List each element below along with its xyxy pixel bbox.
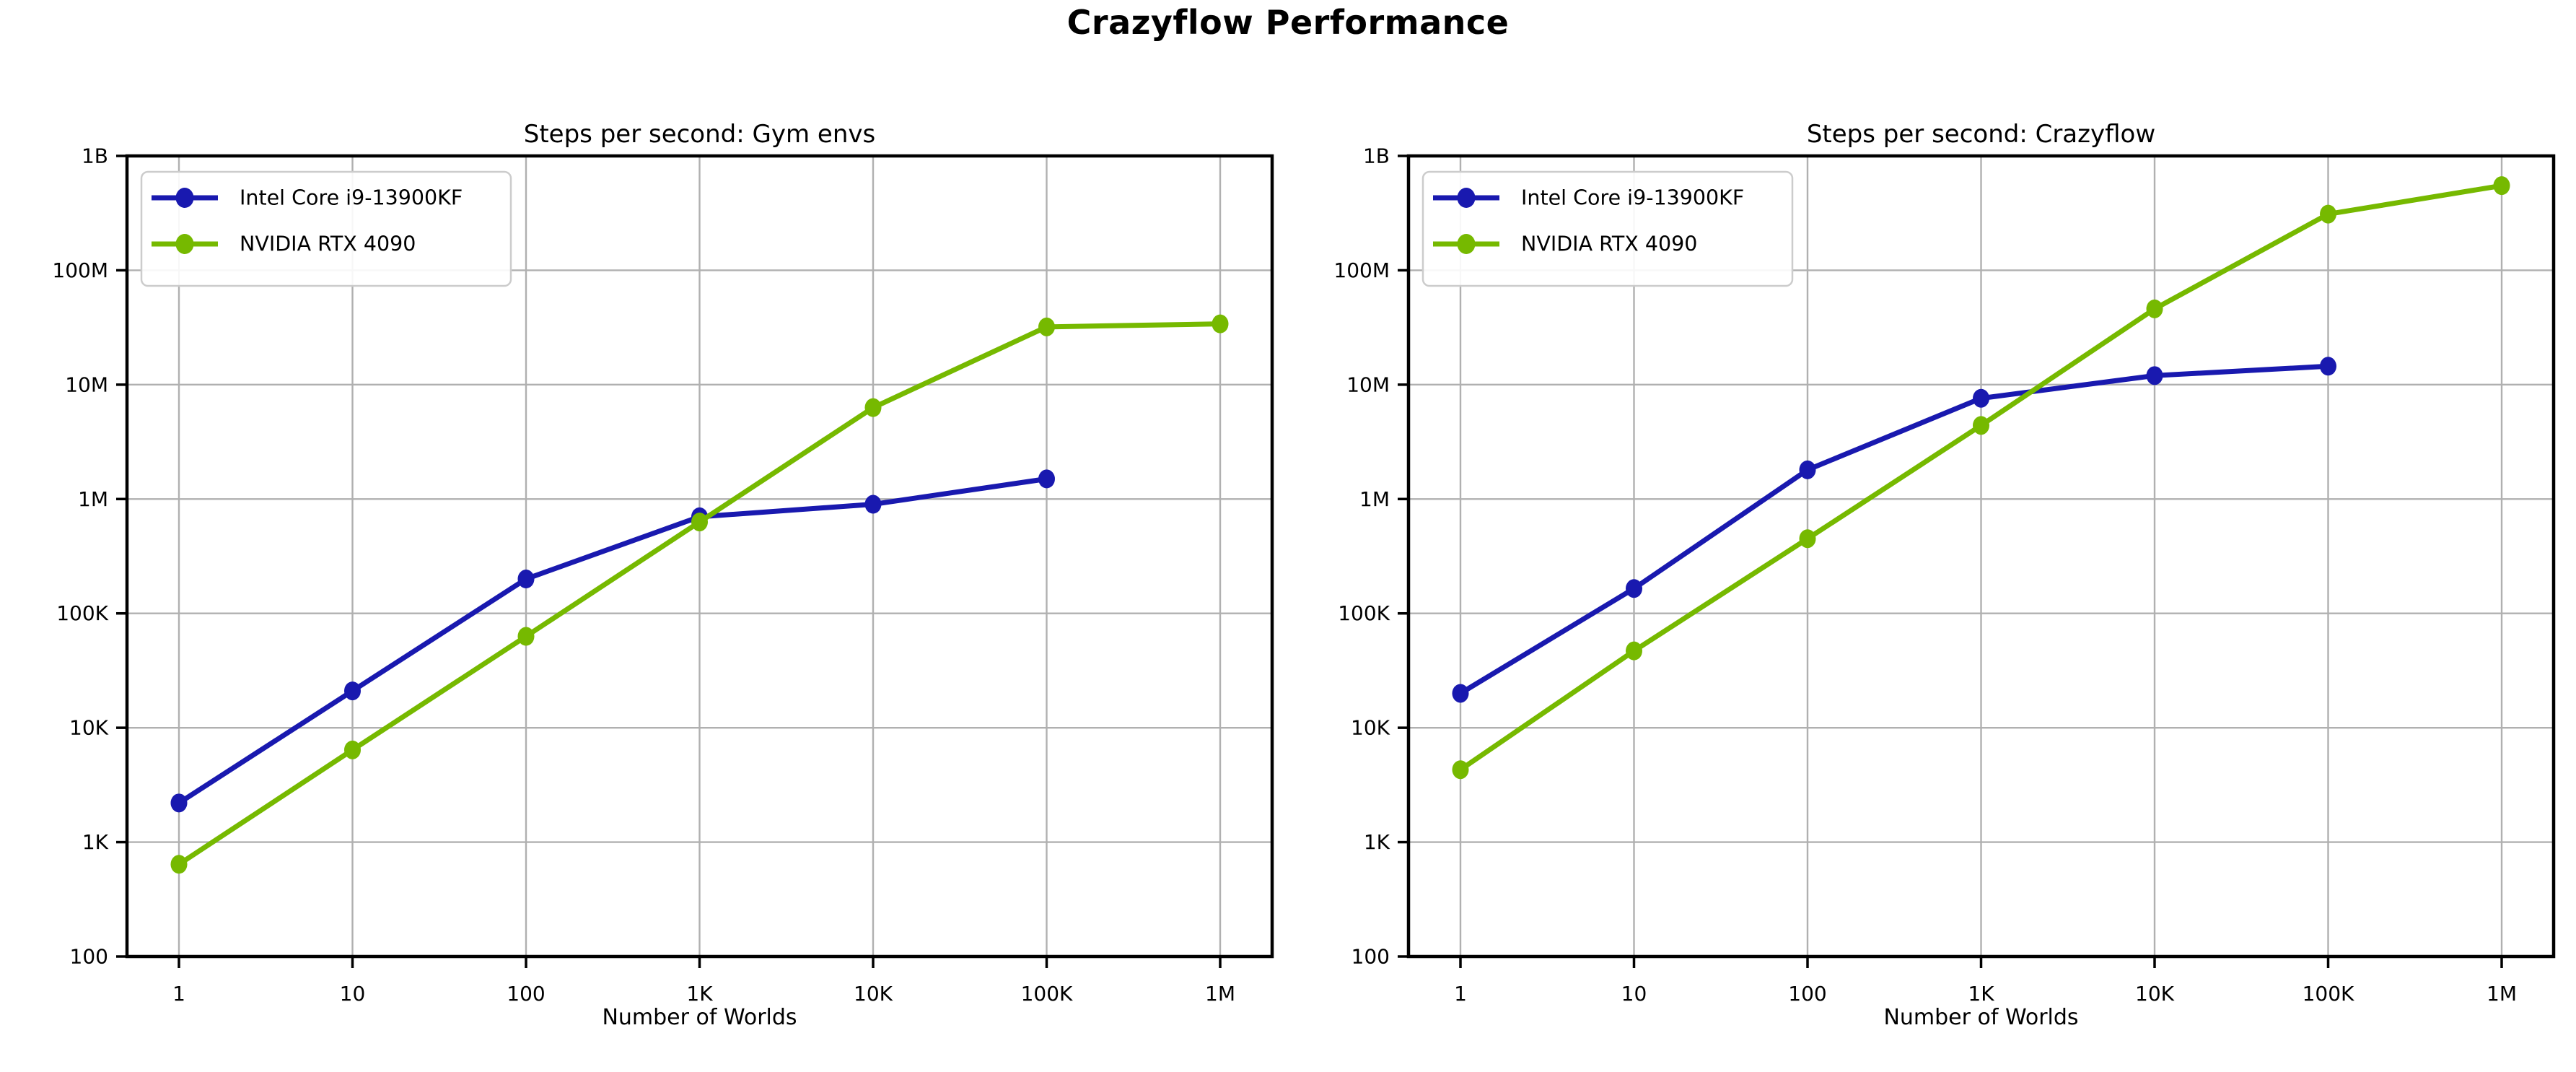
series-marker xyxy=(2146,366,2163,385)
x-tick-label: 100K xyxy=(2303,982,2354,1006)
x-tick-label: 1 xyxy=(172,982,185,1006)
series-marker xyxy=(691,513,708,532)
series-marker xyxy=(2146,299,2163,318)
legend-marker xyxy=(175,188,194,208)
series-marker xyxy=(1973,388,1989,408)
y-tick-label: 10M xyxy=(65,372,108,396)
y-tick-label: 100M xyxy=(1333,258,1390,282)
y-tick-label: 100 xyxy=(1351,945,1390,969)
plot-border xyxy=(1406,154,2556,959)
x-tick-label: 1M xyxy=(2487,982,2517,1006)
y-tick-label: 1B xyxy=(1363,144,1390,168)
legend: Intel Core i9-13900KF NVIDIA RTX 4090 xyxy=(1421,170,1794,287)
series-marker xyxy=(1452,684,1469,703)
plot-border xyxy=(125,154,1274,959)
x-axis-label: Number of Worlds xyxy=(1883,1005,2078,1030)
y-tick-label: 100K xyxy=(1338,601,1390,625)
series-marker xyxy=(344,681,361,701)
series-marker xyxy=(1038,469,1055,489)
x-tick-label: 1 xyxy=(1454,982,1467,1006)
series-marker xyxy=(864,398,882,417)
legend-marker xyxy=(175,234,194,254)
y-tick-label: 1M xyxy=(1359,487,1390,511)
x-tick-label: 100K xyxy=(1021,982,1073,1006)
series-marker xyxy=(344,740,361,759)
legend-marker xyxy=(1457,188,1476,208)
x-tick-label: 100 xyxy=(507,982,545,1006)
series-marker xyxy=(1038,317,1055,336)
series-marker xyxy=(1626,579,1642,598)
x-tick-label: 10 xyxy=(1621,982,1647,1006)
series-marker xyxy=(1973,416,1989,435)
series-marker xyxy=(1452,760,1469,780)
y-tick-label: 100 xyxy=(70,945,108,969)
series-marker xyxy=(517,627,535,646)
series-marker xyxy=(864,494,882,514)
x-tick-label: 100 xyxy=(1788,982,1826,1006)
figure-title: Crazyflow Performance xyxy=(1066,3,1510,42)
series-marker xyxy=(170,855,188,874)
subplot-title: Steps per second: Crazyflow xyxy=(1807,120,2155,149)
x-tick-label: 10 xyxy=(340,982,366,1006)
legend-label: NVIDIA RTX 4090 xyxy=(1521,232,1697,256)
legend-box xyxy=(140,170,512,287)
y-tick-label: 100K xyxy=(56,601,108,625)
legend-label: Intel Core i9-13900KF xyxy=(1521,186,1744,210)
legend-label: NVIDIA RTX 4090 xyxy=(240,232,416,256)
x-tick-label: 10K xyxy=(2135,982,2175,1006)
series-marker xyxy=(1212,314,1229,334)
y-tick-label: 10K xyxy=(69,716,109,740)
series-line xyxy=(176,476,1049,806)
series-marker xyxy=(517,570,535,589)
x-tick-label: 1K xyxy=(686,982,713,1006)
legend-box xyxy=(1421,170,1794,287)
subplot-title: Steps per second: Gym envs xyxy=(524,120,875,149)
series-marker xyxy=(170,793,188,813)
series-marker xyxy=(1799,460,1816,479)
x-tick-label: 10K xyxy=(854,982,893,1006)
y-tick-label: 10M xyxy=(1346,372,1390,396)
y-tick-label: 1K xyxy=(82,830,109,854)
series-marker xyxy=(1799,529,1816,549)
legend-label: Intel Core i9-13900KF xyxy=(240,186,463,210)
series-line xyxy=(1458,363,2331,696)
series-marker xyxy=(2320,204,2336,224)
y-tick-label: 1M xyxy=(78,487,108,511)
legend: Intel Core i9-13900KF NVIDIA RTX 4090 xyxy=(140,170,512,287)
series-marker xyxy=(1626,641,1642,661)
series-marker xyxy=(2320,357,2336,376)
y-tick-label: 1K xyxy=(1364,830,1390,854)
series-marker xyxy=(2493,176,2510,196)
y-tick-label: 100M xyxy=(52,258,108,282)
y-tick-label: 1B xyxy=(82,144,108,168)
x-tick-label: 1K xyxy=(1968,982,1994,1006)
y-tick-label: 10K xyxy=(1351,716,1390,740)
x-tick-label: 1M xyxy=(1205,982,1235,1006)
legend-marker xyxy=(1457,234,1476,254)
x-axis-label: Number of Worlds xyxy=(602,1005,797,1030)
